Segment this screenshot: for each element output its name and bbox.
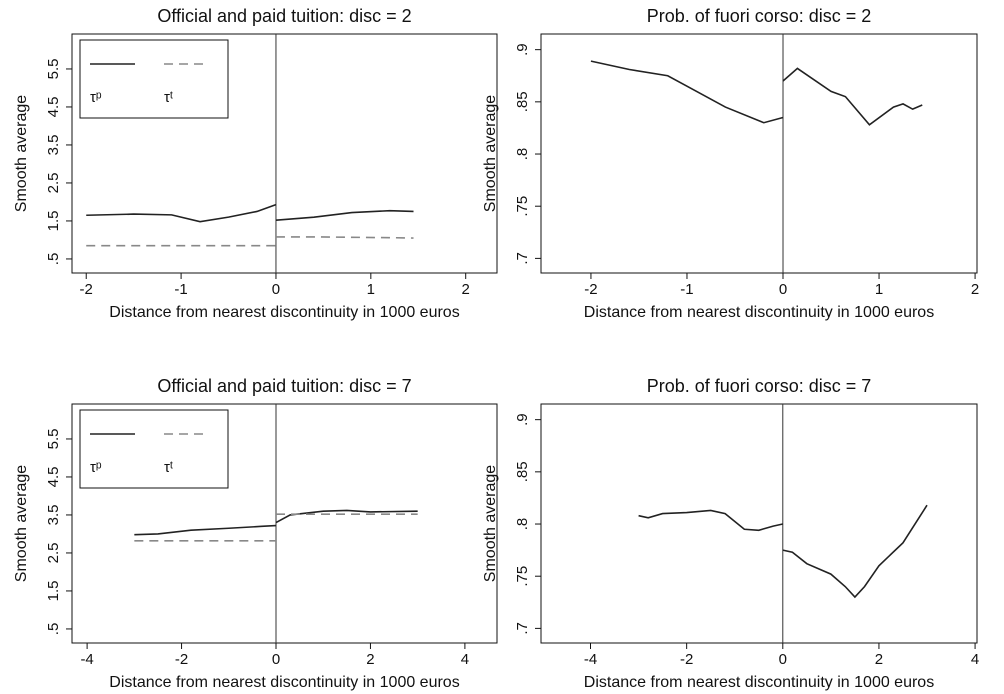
y-tick-label: 1.5: [45, 211, 62, 232]
y-tick-label: 4.5: [45, 467, 62, 488]
x-tick-label: 2: [366, 651, 374, 668]
x-tick-label: -2: [175, 651, 188, 668]
y-tick-label: 5.5: [45, 59, 62, 80]
y-axis-label: Smooth average: [482, 465, 499, 583]
x-tick-label: -2: [680, 651, 693, 668]
x-tick-label: 0: [779, 281, 787, 298]
series-line: [134, 509, 418, 536]
y-tick-label: 3.5: [45, 135, 62, 156]
x-tick-label: -4: [80, 651, 93, 668]
x-tick-label: 0: [272, 281, 280, 298]
y-tick-label: 3.5: [45, 505, 62, 526]
plot-frame: [540, 33, 978, 274]
y-tick-label: 5.5: [45, 429, 62, 450]
legend-box: [79, 39, 229, 119]
x-tick-label: 0: [779, 651, 787, 668]
x-tick-label: 2: [462, 281, 470, 298]
y-tick-label: .75: [514, 196, 531, 217]
x-tick-label: 4: [971, 651, 979, 668]
x-axis-label: Distance from nearest discontinuity in 1…: [109, 304, 459, 321]
y-tick-label: 4.5: [45, 97, 62, 118]
legend-box: [79, 409, 229, 489]
x-tick-label: 1: [367, 281, 375, 298]
y-tick-label: .7: [514, 252, 531, 265]
y-tick-label: .5: [45, 623, 62, 636]
chart-title: Official and paid tuition: disc = 7: [157, 376, 411, 396]
x-tick-label: 4: [461, 651, 469, 668]
y-tick-label: .85: [514, 461, 531, 482]
legend-label: τᵖ: [90, 459, 102, 476]
x-tick-label: -1: [174, 281, 187, 298]
y-axis-label: Smooth average: [13, 95, 30, 213]
series-line: [86, 203, 414, 223]
series-line: [638, 504, 928, 599]
y-axis-label: Smooth average: [482, 95, 499, 213]
x-tick-label: 2: [875, 651, 883, 668]
y-tick-label: .9: [514, 413, 531, 426]
y-tick-label: .5: [45, 253, 62, 266]
series-line: [86, 236, 414, 247]
plot-frame: [540, 403, 978, 644]
plot-frame: [71, 33, 498, 274]
x-tick-label: -4: [584, 651, 597, 668]
y-tick-label: .8: [514, 518, 531, 531]
legend-label: τᵗ: [164, 459, 173, 476]
x-axis-label: Distance from nearest discontinuity in 1…: [584, 304, 934, 321]
x-tick-label: -1: [680, 281, 693, 298]
x-tick-label: 2: [971, 281, 979, 298]
x-tick-label: 0: [272, 651, 280, 668]
y-tick-label: .7: [514, 622, 531, 635]
x-axis-label: Distance from nearest discontinuity in 1…: [584, 674, 934, 691]
x-tick-label: -2: [584, 281, 597, 298]
y-tick-label: 2.5: [45, 543, 62, 564]
x-axis-label: Distance from nearest discontinuity in 1…: [109, 674, 459, 691]
y-tick-label: .85: [514, 91, 531, 112]
x-tick-label: -2: [80, 281, 93, 298]
y-tick-label: .75: [514, 566, 531, 587]
series-line: [134, 513, 418, 542]
y-tick-label: .8: [514, 148, 531, 161]
x-tick-label: 1: [875, 281, 883, 298]
y-tick-label: .9: [514, 43, 531, 56]
chart-title: Prob. of fuori corso: disc = 7: [647, 376, 872, 396]
chart-title: Prob. of fuori corso: disc = 2: [647, 6, 872, 26]
y-tick-label: 1.5: [45, 581, 62, 602]
chart-title: Official and paid tuition: disc = 2: [157, 6, 411, 26]
legend-label: τᵖ: [90, 89, 102, 106]
series-line: [590, 60, 923, 126]
y-axis-label: Smooth average: [13, 465, 30, 583]
plot-frame: [71, 403, 498, 644]
legend-label: τᵗ: [164, 89, 173, 106]
y-tick-label: 2.5: [45, 173, 62, 194]
